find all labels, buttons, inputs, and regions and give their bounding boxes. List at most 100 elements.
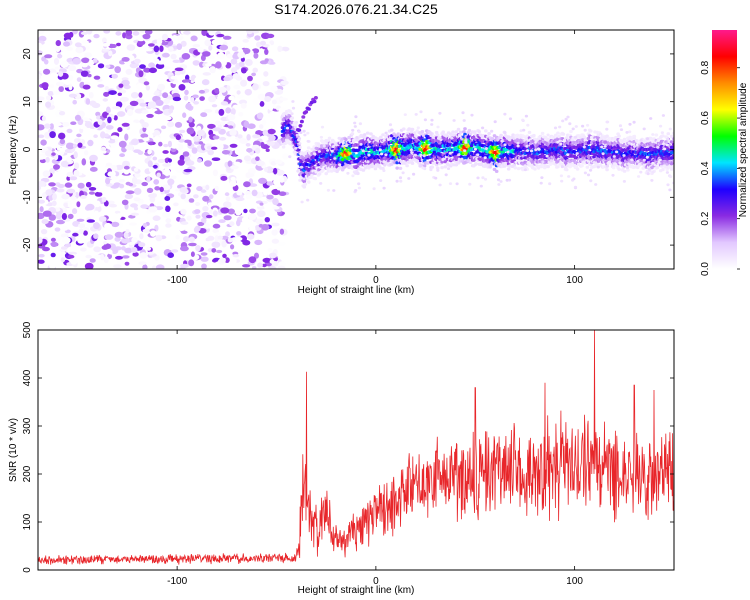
noise-blob: [68, 83, 73, 91]
noise-blob: [243, 120, 250, 128]
scatter-cell: [319, 135, 323, 139]
noise-blob: [72, 208, 78, 215]
noise-blob: [211, 157, 221, 161]
scatter-cell: [605, 127, 609, 131]
scatter-cell: [561, 119, 565, 123]
noise-blob: [58, 132, 66, 140]
noise-blob: [167, 178, 175, 186]
noise-blob: [126, 44, 136, 51]
noise-blob: [43, 59, 49, 65]
noise-blob: [180, 221, 189, 225]
noise-blob: [203, 88, 210, 93]
scatter-cell: [553, 126, 558, 130]
noise-blob: [188, 236, 195, 243]
noise-blob: [80, 247, 87, 252]
noise-blob: [111, 73, 118, 79]
trace-cell: [484, 129, 488, 133]
noise-blob: [74, 114, 82, 121]
noise-blob: [162, 150, 169, 154]
colorbar-label: Normalized spectral amplitude: [738, 82, 749, 217]
noise-blob: [178, 224, 186, 232]
noise-blob: [203, 154, 213, 162]
scatter-cell: [448, 151, 452, 155]
trace-cell: [540, 131, 545, 135]
scatter-cell: [567, 175, 571, 178]
scatter-cell: [448, 182, 453, 186]
noise-blob: [269, 259, 275, 264]
scatter-cell: [409, 148, 413, 152]
trace-cell: [516, 167, 521, 171]
noise-blob: [252, 67, 258, 73]
noise-blob: [204, 39, 212, 47]
noise-blob: [230, 258, 237, 264]
noise-blob: [105, 64, 111, 69]
noise-blob: [192, 44, 201, 48]
noise-blob: [76, 133, 82, 138]
noise-blob: [140, 204, 149, 209]
noise-blob: [248, 256, 257, 264]
scatter-cell: [446, 167, 451, 171]
noise-blob: [122, 32, 127, 39]
noise-blob: [241, 217, 247, 224]
scatter-cell: [581, 124, 585, 128]
noise-blob: [152, 215, 161, 221]
scatter-cell: [490, 129, 494, 133]
noise-blob: [89, 100, 97, 107]
noise-blob: [93, 233, 99, 239]
noise-blob: [216, 249, 223, 254]
scatter-cell: [506, 150, 510, 154]
scatter-cell: [285, 126, 290, 130]
scatter-cell: [611, 173, 615, 177]
noise-blob: [77, 142, 83, 148]
scatter-cell: [540, 176, 544, 180]
noise-blob: [208, 45, 213, 51]
trace-cell: [512, 163, 516, 167]
scatter-cell: [401, 171, 405, 175]
noise-blob: [57, 53, 63, 59]
noise-blob: [83, 230, 88, 236]
scatter-cell: [642, 158, 646, 162]
trace-cell: [661, 134, 665, 138]
noise-blob: [208, 30, 216, 36]
noise-blob: [266, 194, 274, 200]
trace-cell: [605, 134, 609, 138]
noise-blob: [139, 64, 146, 69]
noise-blob: [65, 142, 75, 150]
scatter-cell: [669, 175, 673, 179]
noise-blob: [101, 43, 111, 47]
noise-blob: [148, 67, 157, 74]
trace-cell: [494, 169, 499, 173]
scatter-cell: [419, 153, 423, 157]
scatter-cell: [306, 131, 310, 135]
scatter-cell: [646, 172, 650, 176]
noise-blob: [38, 111, 43, 117]
noise-blob: [162, 92, 169, 99]
noise-blob: [213, 210, 218, 217]
colorbar: 0.0 0.2 0.4 0.6 0.8 Normalized spectral ampl…: [700, 30, 749, 276]
noise-blob: [147, 81, 155, 88]
scatter-cell: [503, 112, 507, 116]
scatter-cell: [341, 141, 345, 145]
scatter-cell: [484, 147, 488, 150]
snr-series-line: [38, 330, 674, 565]
scatter-cell: [455, 182, 459, 186]
scatter-cell: [601, 135, 605, 139]
noise-blob: [45, 101, 52, 108]
scatter-cell: [403, 113, 407, 116]
noise-blob: [156, 60, 166, 65]
noise-blob: [148, 206, 158, 213]
noise-blob: [191, 147, 198, 154]
scatter-cell: [632, 120, 636, 124]
noise-blob: [227, 208, 235, 215]
noise-blob: [104, 157, 111, 162]
scatter-cell: [317, 150, 321, 153]
noise-blob: [247, 123, 256, 129]
noise-blob: [271, 188, 281, 196]
trace-cell: [398, 166, 403, 170]
trace-cell: [300, 155, 304, 159]
scatter-cell: [630, 158, 634, 162]
noise-blob: [153, 179, 160, 185]
noise-blob: [60, 51, 66, 56]
trace-cell: [443, 160, 448, 164]
scatter-cell: [586, 173, 591, 177]
